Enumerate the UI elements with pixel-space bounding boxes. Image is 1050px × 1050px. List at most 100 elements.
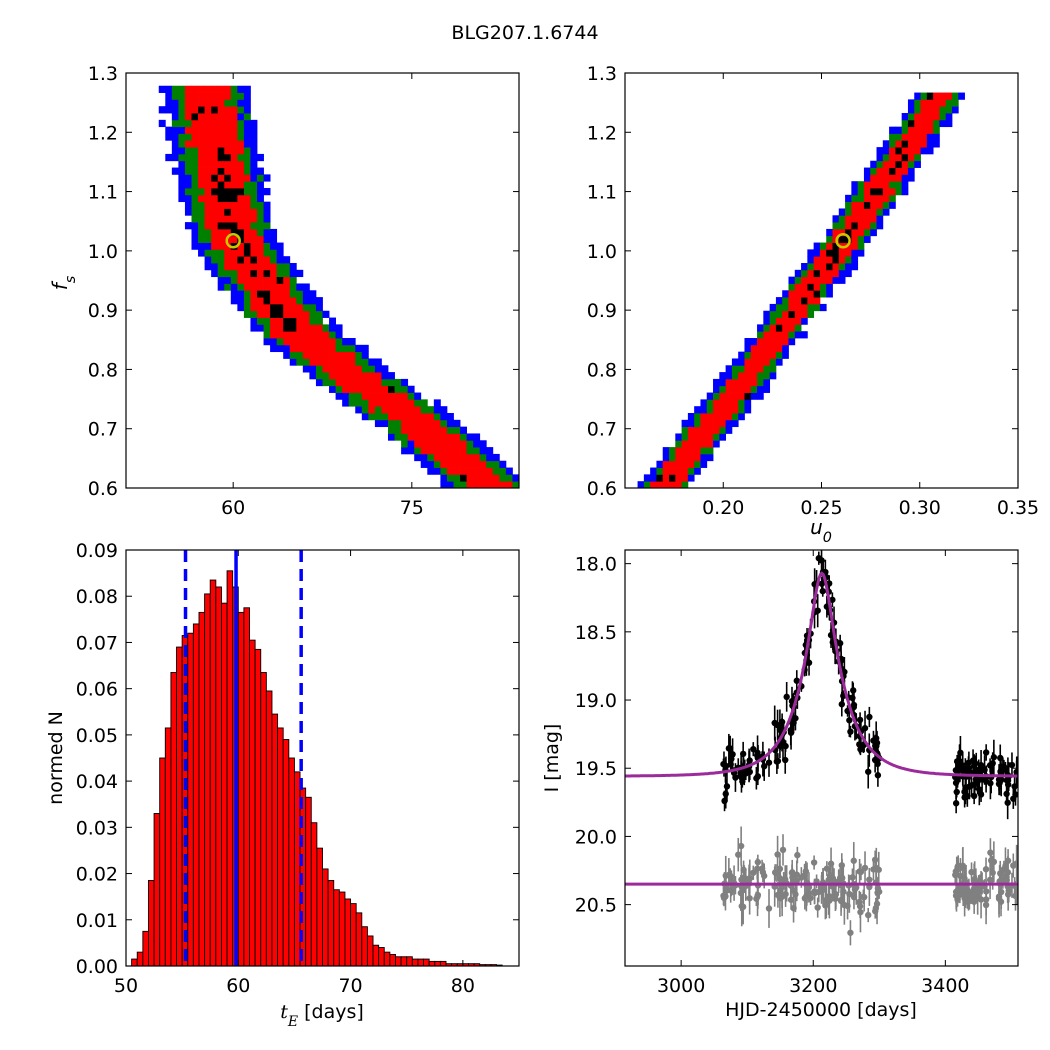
- heatmap-cell: [224, 85, 232, 93]
- heatmap-cell: [276, 324, 284, 332]
- data-point-reference: [774, 851, 781, 858]
- data-point: [861, 724, 869, 732]
- heatmap-cell: [335, 324, 343, 332]
- heatmap-cell: [882, 188, 890, 196]
- heatmap-cell: [838, 263, 846, 271]
- heatmap-cell: [882, 160, 890, 168]
- heatmap-cell: [204, 201, 212, 209]
- heatmap-cell: [857, 188, 865, 196]
- heatmap-cell: [845, 256, 852, 264]
- heatmap-cell: [725, 392, 733, 400]
- heatmap-cell: [870, 167, 877, 175]
- heatmap-cell: [361, 344, 369, 353]
- heatmap-cell: [257, 290, 264, 298]
- heatmap-cell: [388, 419, 395, 428]
- heatmap-cell: [687, 460, 695, 468]
- heatmap-cell: [230, 249, 238, 257]
- panel-fs_vs_u0: 0.20 0.25 0.30 0.35 0.6 0.7 0.8 0.9 1.0 1.1 1.2 1.3: [587, 63, 1039, 519]
- heatmap-cell: [440, 447, 448, 455]
- heatmap-cell: [763, 317, 771, 325]
- heatmap-cell: [813, 263, 821, 271]
- heatmap-cell: [731, 406, 739, 414]
- data-point: [725, 745, 733, 752]
- heatmap-cell: [433, 399, 441, 407]
- heatmap-cell: [270, 317, 278, 325]
- heatmap-cell: [788, 303, 796, 312]
- heatmap-cell: [224, 113, 232, 121]
- heatmap-cell: [440, 419, 448, 428]
- heatmap-cell: [237, 228, 245, 237]
- data-point-reference: [857, 868, 865, 876]
- heatmap-cell: [230, 113, 238, 121]
- heatmap-cell: [184, 153, 192, 162]
- heatmap-cell: [788, 297, 796, 305]
- histogram-bar: [142, 930, 149, 967]
- heatmap-cell: [381, 392, 389, 400]
- heatmap-cell: [184, 140, 192, 148]
- heatmap-cell: [750, 372, 758, 380]
- heatmap-cell: [882, 174, 890, 182]
- heatmap-cell: [407, 440, 415, 448]
- heatmap-cell: [757, 358, 764, 366]
- heatmap-cell: [907, 126, 915, 134]
- heatmap-cell: [374, 365, 382, 373]
- heatmap-cell: [486, 460, 494, 468]
- heatmap-cell: [769, 310, 777, 318]
- y-tick-label: 0.03: [76, 817, 118, 839]
- heatmap-cell: [460, 460, 467, 468]
- heatmap-cell: [250, 249, 258, 257]
- heatmap-cell: [198, 194, 205, 203]
- heatmap-cell: [217, 276, 225, 284]
- heatmap-cell: [270, 290, 278, 298]
- heatmap-cell: [217, 235, 225, 243]
- heatmap-cell: [460, 481, 467, 488]
- heatmap-cell: [420, 440, 428, 448]
- data-point-reference: [754, 891, 762, 899]
- light-curve-area: [625, 550, 1018, 946]
- heatmap-cell: [237, 235, 245, 243]
- plot-frame: [125, 549, 520, 967]
- heatmap-cell: [217, 99, 225, 107]
- heatmap-cell: [237, 147, 245, 155]
- heatmap-cell: [263, 331, 271, 339]
- heatmap-cell: [329, 385, 336, 393]
- heatmap-cell: [757, 351, 764, 359]
- heatmap-cell: [178, 153, 186, 162]
- heatmap-cell: [914, 140, 921, 148]
- heatmap-cell: [401, 426, 409, 434]
- heatmap-cell: [738, 378, 745, 387]
- heatmap-cell: [486, 467, 494, 475]
- heatmap-cell: [414, 413, 422, 421]
- heatmap-cell: [191, 208, 199, 216]
- heatmap-cell: [895, 140, 903, 148]
- y-tick-label: 0.9: [587, 300, 617, 322]
- heatmap-cell: [178, 167, 186, 175]
- heatmap-cell: [184, 181, 192, 189]
- heatmap-cell: [250, 167, 258, 175]
- heatmap-cell: [857, 181, 865, 189]
- heatmap-cell: [675, 453, 682, 462]
- heatmap-cell: [889, 160, 896, 168]
- heatmap-cell: [257, 174, 264, 182]
- heatmap-cell: [243, 303, 251, 312]
- heatmap-cell: [945, 119, 953, 128]
- heatmap-cell: [211, 181, 219, 189]
- heatmap-cell: [361, 413, 369, 421]
- heatmap-cell: [184, 133, 192, 141]
- heatmap-cell: [719, 426, 727, 434]
- heatmap-cell: [486, 453, 494, 462]
- heatmap-cell: [813, 256, 821, 264]
- y-axis-label: fs: [48, 275, 79, 290]
- heatmap-cell: [933, 119, 940, 128]
- heatmap-cell: [230, 283, 238, 291]
- data-point-reference: [875, 866, 882, 873]
- heatmap-cell: [775, 338, 783, 346]
- heatmap-cell: [204, 99, 212, 107]
- heatmap-cell: [807, 310, 815, 318]
- heatmap-cell: [237, 290, 245, 298]
- heatmap-cell: [788, 338, 796, 346]
- heatmap-cell: [224, 119, 232, 128]
- heatmap-cell: [191, 160, 199, 168]
- heatmap-cell: [296, 358, 304, 366]
- heatmap-cell: [224, 201, 232, 209]
